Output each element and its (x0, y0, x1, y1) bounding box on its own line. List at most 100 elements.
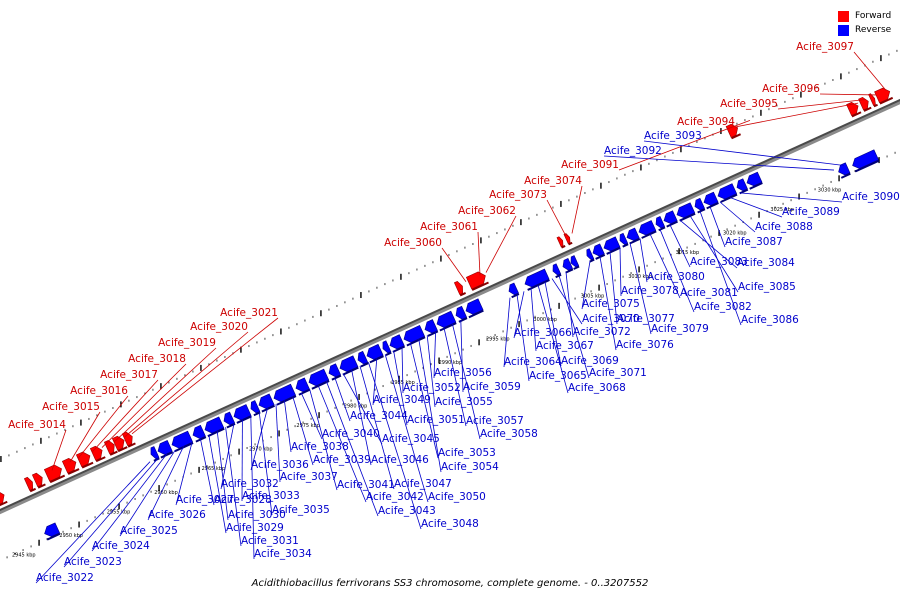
label-leader (317, 384, 367, 503)
reverse-gene (626, 227, 641, 245)
label-leader (334, 377, 351, 422)
label-leader (603, 155, 835, 171)
label-leader (503, 297, 511, 368)
reverse-gene-label: Acife_3028 (214, 494, 272, 506)
forward-gene (874, 87, 894, 105)
kbp-tick-label: 2950 kbp (59, 533, 83, 539)
reverse-gene-label: Acife_3065 (529, 370, 587, 382)
label-leader (719, 201, 756, 233)
reverse-gene (389, 334, 406, 353)
gene-shadow (555, 273, 562, 279)
forward-gene-label: Acife_3095 (720, 98, 778, 110)
gene-shadow (854, 159, 880, 173)
gene-shadow (561, 245, 566, 249)
gene-body (157, 439, 173, 455)
reverse-legend-label: Reverse (855, 25, 892, 35)
forward-gene (453, 280, 467, 297)
label-leader (460, 320, 464, 393)
gene-body (89, 445, 103, 461)
gene-shadow (573, 265, 580, 270)
gene-shadow (459, 292, 467, 297)
label-leader (250, 407, 268, 471)
label-leader (351, 369, 372, 466)
gene-shadow (589, 258, 595, 263)
gene-body (858, 96, 869, 111)
reverse-gene-label: Acife_3044 (350, 410, 408, 422)
gene-body (846, 101, 859, 116)
forward-gene-label: Acife_3097 (796, 41, 854, 53)
label-leader (384, 354, 429, 503)
reverse-gene-label: Acife_3078 (621, 285, 679, 297)
kbp-tick-label: 3005 kbp (581, 293, 605, 299)
gene-body (121, 431, 133, 447)
forward-swatch (838, 10, 849, 22)
forward-legend-label: Forward (855, 11, 892, 21)
label-leader (101, 363, 187, 448)
label-leader (659, 229, 695, 313)
gene-body (465, 298, 484, 315)
reverse-gene-label: Acife_3083 (690, 256, 748, 268)
forward-gene-label: Acife_3061 (420, 221, 478, 233)
reverse-gene (204, 416, 225, 438)
label-leader (669, 224, 691, 268)
reverse-gene-label: Acife_3024 (92, 540, 150, 552)
forward-gene (465, 271, 489, 291)
gene-shadow (29, 487, 37, 493)
label-leader (77, 395, 129, 459)
forward-gene-label: Acife_3021 (220, 307, 278, 319)
forward-gene-label: Acife_3094 (677, 116, 735, 128)
reverse-gene-label: Acife_3031 (241, 535, 299, 547)
reverse-gene-label: Acife_3079 (651, 323, 709, 335)
reverse-gene-label: Acife_3089 (782, 206, 840, 218)
gene-body (874, 87, 891, 104)
reverse-gene (552, 263, 562, 279)
gene-body (655, 216, 666, 229)
reverse-gene (357, 350, 369, 368)
label-leader (275, 404, 281, 483)
reverse-gene (508, 282, 520, 299)
kbp-tick-label: 2995 kbp (486, 337, 510, 343)
kbp-tick-label: 2960 kbp (154, 490, 178, 496)
reverse-gene-label: Acife_3029 (226, 522, 284, 534)
reverse-gene (717, 183, 738, 203)
gene-shadow (565, 268, 574, 274)
reverse-gene (676, 202, 696, 222)
gene-shadow (67, 468, 80, 475)
gene-body (23, 476, 34, 491)
gene-shadow (226, 422, 236, 429)
forward-gene (846, 101, 862, 118)
gene-shadow (46, 532, 61, 541)
reverse-gene-label: Acife_3048 (421, 518, 479, 530)
label-leader (418, 339, 442, 473)
label-leader (516, 294, 530, 382)
forward-gene-label: Acife_3020 (190, 321, 248, 333)
gene-body (619, 232, 629, 245)
label-leader (734, 102, 859, 128)
forward-gene-label: Acife_3060 (384, 237, 442, 249)
gene-shadow (37, 483, 46, 489)
reverse-gene-label: Acife_3084 (737, 257, 795, 269)
kbp-tick-label: 2965 kbp (202, 466, 226, 472)
label-leader (220, 423, 235, 490)
kbp-tick-label: 2980 kbp (344, 403, 368, 409)
reverse-gene-label: Acife_3032 (221, 478, 279, 490)
gene-shadow (127, 442, 136, 448)
gene-shadow (527, 279, 550, 291)
legend-forward: Forward (838, 9, 891, 23)
reverse-gene (586, 248, 595, 263)
reverse-gene (838, 162, 851, 179)
kbp-tick-label: 3015 kbp (676, 250, 700, 256)
label-leader (309, 388, 338, 491)
forward-gene-label: Acife_3096 (762, 83, 820, 95)
reverse-gene (308, 368, 330, 390)
gene-body (43, 464, 62, 482)
reverse-gene-label: Acife_3087 (725, 236, 783, 248)
label-leader (113, 347, 217, 443)
reverse-gene-label: Acife_3033 (242, 490, 300, 502)
forward-gene (556, 236, 566, 249)
gene-body (250, 400, 261, 414)
gene-shadow (468, 309, 484, 319)
label-leader (551, 278, 583, 325)
forward-gene (111, 435, 128, 453)
